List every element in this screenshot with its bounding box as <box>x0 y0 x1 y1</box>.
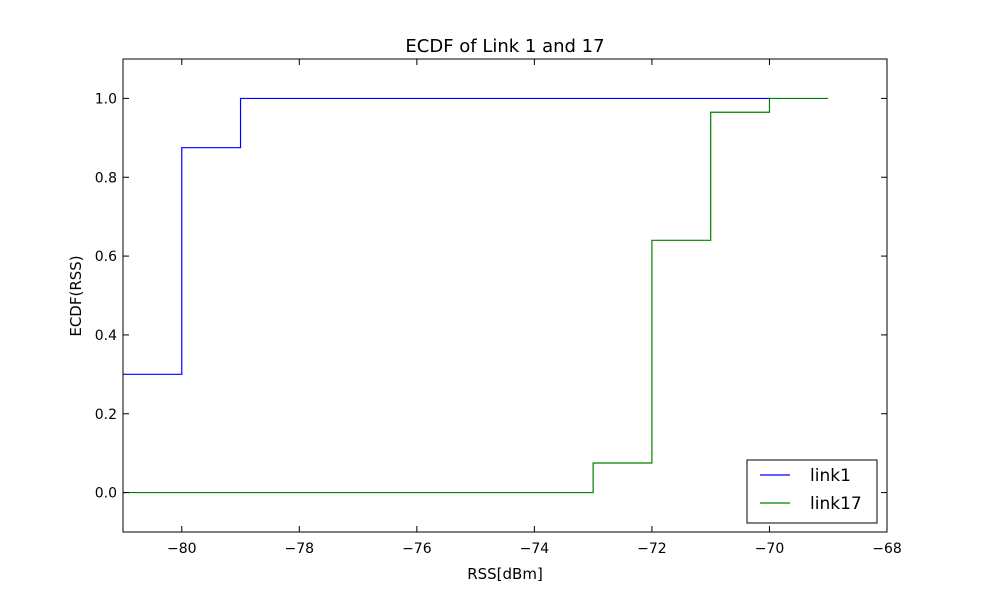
y-tick-label: 0.6 <box>95 249 117 265</box>
y-tick-label: 0.2 <box>95 407 117 423</box>
x-tick-label: −70 <box>755 541 785 557</box>
legend-label-link1: link1 <box>810 466 851 486</box>
y-tick-label: 0.0 <box>95 486 117 502</box>
x-tick-label: −72 <box>637 541 667 557</box>
x-tick-label: −68 <box>872 541 902 557</box>
y-axis-label: ECDF(RSS) <box>67 255 85 336</box>
x-axis-label: RSS[dBm] <box>467 565 543 583</box>
x-tick-label: −78 <box>285 541 315 557</box>
series-line-link1 <box>123 97 770 375</box>
y-tick-label: 0.8 <box>95 170 117 186</box>
legend-label-link17: link17 <box>810 494 862 514</box>
x-tick-label: −76 <box>402 541 432 557</box>
x-tick-label: −80 <box>167 541 197 557</box>
y-tick-label: 1.0 <box>95 91 117 107</box>
y-tick-label: 0.4 <box>95 328 117 344</box>
legend-box <box>746 459 878 524</box>
chart-title: ECDF of Link 1 and 17 <box>405 36 604 57</box>
ticks-layer: −80 −78 −76 −74 −72 −70 −68 0.0 0.2 0.4 0.6 0.8 1.0 <box>95 59 902 557</box>
legend: link1 link17 <box>746 459 878 524</box>
series-line-link17 <box>123 97 829 494</box>
x-tick-label: −74 <box>520 541 550 557</box>
series-layer <box>123 97 829 494</box>
plot-frame <box>122 58 888 533</box>
